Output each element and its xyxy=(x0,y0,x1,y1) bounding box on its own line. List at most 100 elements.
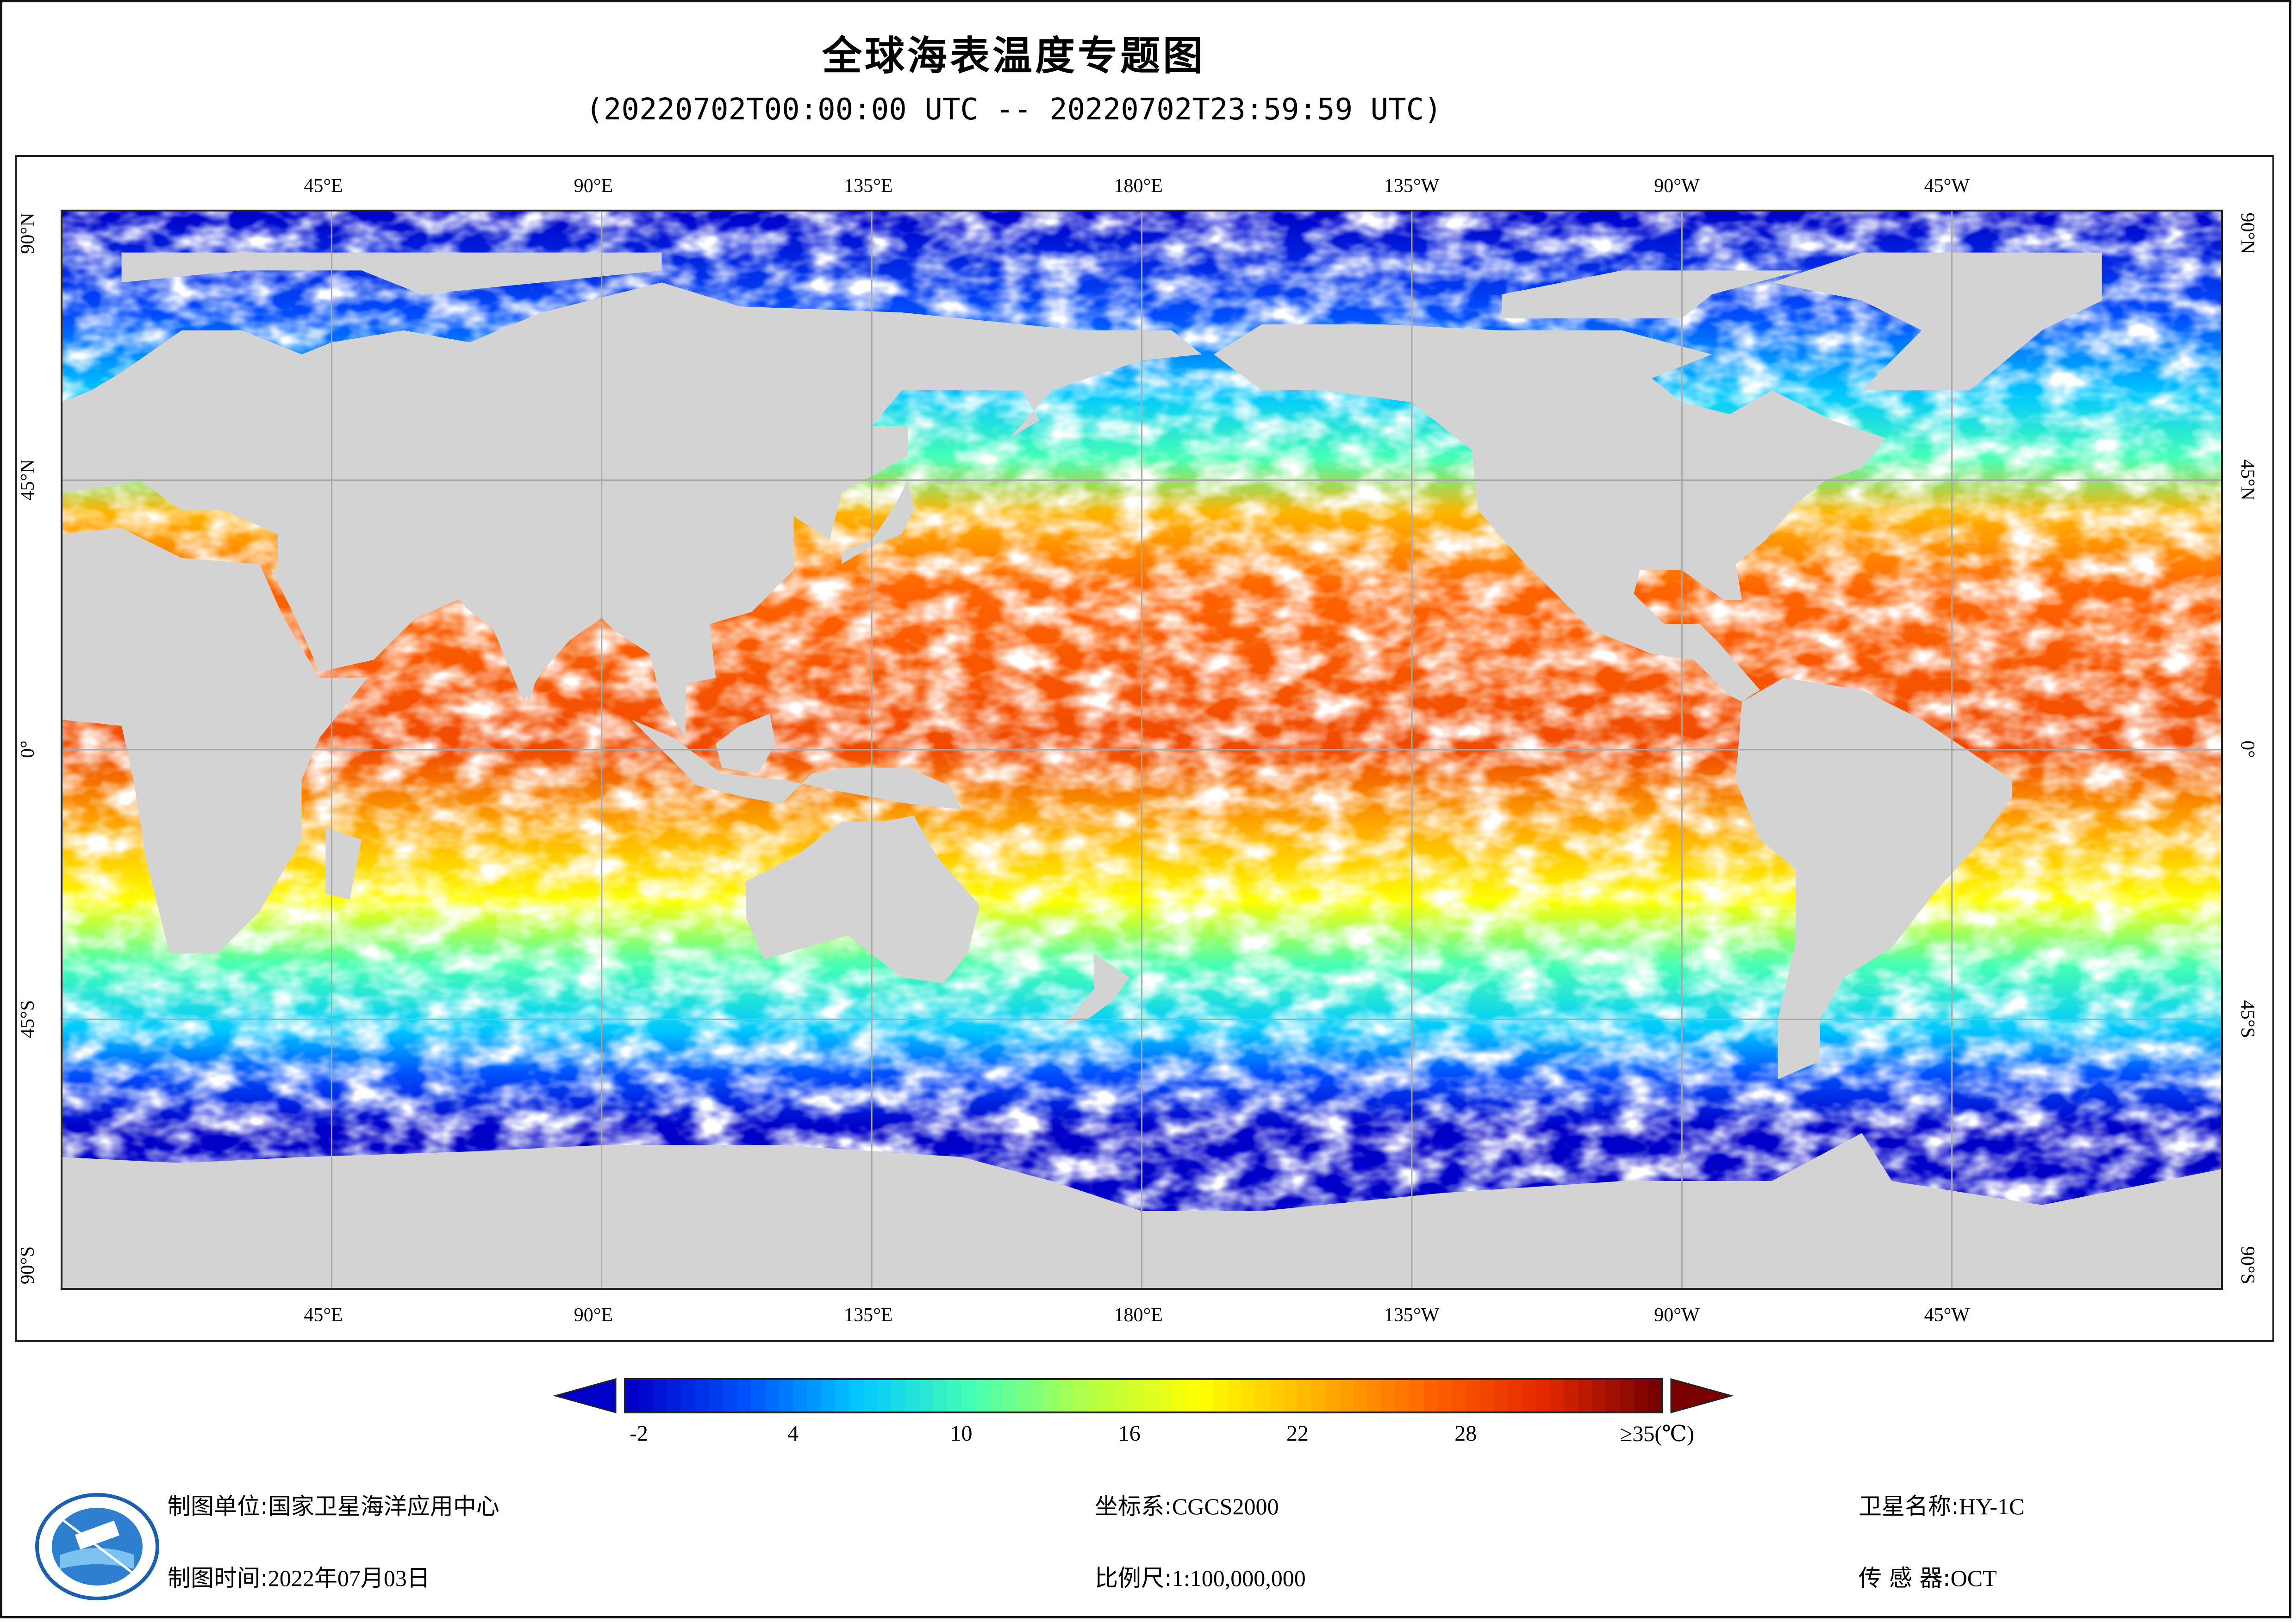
africa-land xyxy=(62,528,368,954)
colorbar-segment xyxy=(1213,1379,1228,1412)
lat-label: 90°N xyxy=(2237,212,2258,254)
lat-label: 45°S xyxy=(17,1000,38,1038)
colorbar-segment xyxy=(1073,1379,1088,1412)
colorbar-segment xyxy=(1227,1379,1242,1412)
footer-crs: 坐标系:CGCS2000 xyxy=(1095,1493,1279,1520)
colorbar-segment xyxy=(1101,1379,1116,1412)
colorbar-segment xyxy=(1269,1379,1284,1412)
colorbar-segment xyxy=(905,1379,920,1412)
colorbar-segment xyxy=(1423,1379,1438,1412)
colorbar-segment xyxy=(863,1379,878,1412)
colorbar-min-arrow xyxy=(553,1378,617,1413)
colorbar-segment xyxy=(1647,1379,1662,1412)
lat-label: 90°S xyxy=(17,1246,38,1285)
colorbar-segment xyxy=(1466,1379,1480,1412)
japan-land xyxy=(842,480,914,564)
colorbar-segment xyxy=(1451,1379,1466,1412)
india-land xyxy=(463,570,590,702)
colorbar-segment xyxy=(653,1379,668,1412)
colorbar-segment xyxy=(765,1379,780,1412)
colorbar-segment xyxy=(835,1379,849,1412)
lat-label: 45°N xyxy=(2237,459,2258,501)
sst-map[interactable] xyxy=(0,0,2296,1388)
colorbar-segment xyxy=(1437,1379,1452,1412)
colorbar-segment xyxy=(961,1379,976,1412)
canada-arctic-land xyxy=(1502,270,1802,318)
colorbar-segment xyxy=(989,1379,1004,1412)
south-america-land xyxy=(1735,678,2012,1079)
map-frame xyxy=(15,155,2274,1342)
colorbar-segment xyxy=(1522,1379,1536,1412)
colorbar-segment xyxy=(891,1379,906,1412)
colorbar-segment xyxy=(1129,1379,1144,1412)
colorbar-tick-label: 4 xyxy=(787,1421,799,1446)
lon-label: 135°W xyxy=(1384,1305,1440,1326)
colorbar-segment xyxy=(1535,1379,1550,1412)
europe-asia-land xyxy=(62,282,1202,738)
colorbar-segment xyxy=(681,1379,695,1412)
lat-label: 90°S xyxy=(2237,1246,2258,1285)
colorbar-segment xyxy=(1549,1379,1564,1412)
colorbar-segment xyxy=(709,1379,724,1412)
colorbar-segment xyxy=(737,1379,752,1412)
greenland-land xyxy=(1772,252,2102,391)
colorbar-segment xyxy=(1311,1379,1326,1412)
colorbar-segment xyxy=(1185,1379,1200,1412)
colorbar-segment xyxy=(821,1379,836,1412)
footer-org: 制图单位:国家卫星海洋应用中心 xyxy=(168,1493,499,1520)
colorbar-segment xyxy=(1479,1379,1494,1412)
colorbar-segment xyxy=(1339,1379,1354,1412)
lat-label: 90°N xyxy=(17,212,38,254)
colorbar-segment xyxy=(1493,1379,1508,1412)
colorbar-segment xyxy=(1283,1379,1298,1412)
arctic-islands-land xyxy=(121,252,662,295)
colorbar-segment xyxy=(877,1379,892,1412)
map-layers xyxy=(62,211,2222,1289)
map-title: 全球海表温度专题图 xyxy=(822,33,1205,79)
footer-sensor: 传 感 器:OCT xyxy=(1859,1565,1997,1592)
colorbar-segment xyxy=(1564,1379,1578,1412)
borneo-land xyxy=(716,714,776,774)
colorbar-segment xyxy=(1157,1379,1172,1412)
madagascar-land xyxy=(325,827,362,900)
colorbar-segment xyxy=(1143,1379,1158,1412)
colorbar-segment xyxy=(1395,1379,1410,1412)
graticule xyxy=(62,211,2222,1289)
colorbar-segment xyxy=(1059,1379,1074,1412)
colorbar-segment xyxy=(1508,1379,1522,1412)
colorbar-segment xyxy=(625,1379,639,1412)
colorbar-segment xyxy=(751,1379,766,1412)
colorbar-segment xyxy=(975,1379,990,1412)
colorbar-segment xyxy=(1381,1379,1396,1412)
colorbar-segment xyxy=(667,1379,681,1412)
colorbar-segment xyxy=(1605,1379,1620,1412)
colorbar-tick-label: -2 xyxy=(630,1421,648,1446)
colorbar-segment xyxy=(1199,1379,1214,1412)
nsoas-logo-icon xyxy=(35,1493,159,1600)
colorbar-segment xyxy=(807,1379,822,1412)
colorbar-segment xyxy=(779,1379,793,1412)
colorbar-outline xyxy=(624,1378,1663,1413)
lat-label: 45°N xyxy=(17,459,38,501)
lat-label: 45°S xyxy=(2237,1000,2258,1038)
colorbar-segment xyxy=(1354,1379,1368,1412)
colorbar-segment xyxy=(1297,1379,1312,1412)
lon-label: 45°E xyxy=(304,1305,343,1326)
map-subtitle: (20220702T00:00:00 UTC -- 20220702T23:59… xyxy=(586,93,1442,127)
colorbar-segment xyxy=(723,1379,737,1412)
lon-label: 135°E xyxy=(844,175,893,197)
lon-label: 90°W xyxy=(1654,1305,1700,1326)
colorbar-segment xyxy=(1017,1379,1032,1412)
arabia-land xyxy=(271,570,416,672)
lon-label: 45°W xyxy=(1924,1305,1970,1326)
colorbar-tick-label: 10 xyxy=(950,1421,973,1446)
lon-label: 135°W xyxy=(1384,175,1440,197)
colorbar-tick-label: ≥35(℃) xyxy=(1620,1422,1695,1446)
colorbar-segment xyxy=(1410,1379,1424,1412)
footer-time: 制图时间:2022年07月03日 xyxy=(168,1565,430,1592)
newzealand-land xyxy=(1064,953,1130,1026)
colorbar-segment xyxy=(1255,1379,1270,1412)
lon-label: 90°E xyxy=(574,1305,613,1326)
colorbar-segment xyxy=(1115,1379,1130,1412)
